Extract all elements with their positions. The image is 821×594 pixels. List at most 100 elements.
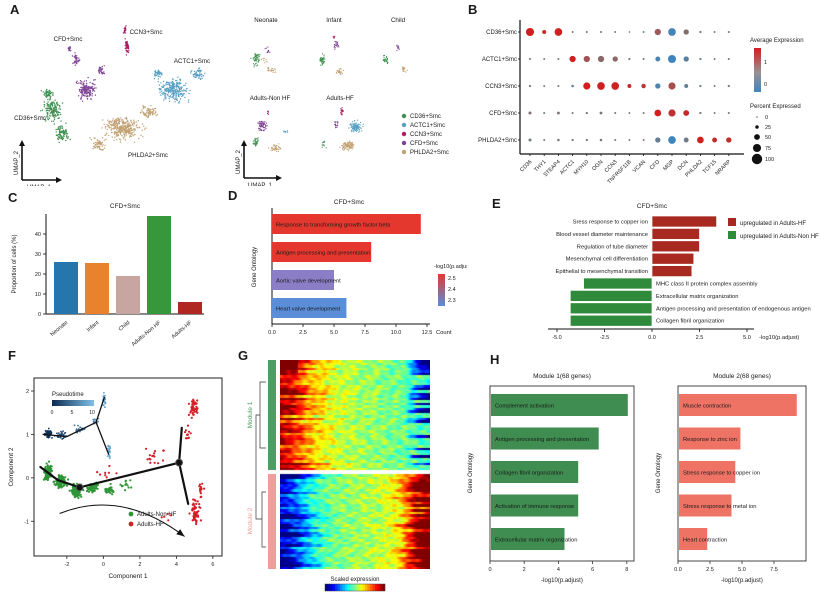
svg-text:Response to transforming growt: Response to transforming growth factor b… xyxy=(276,223,391,229)
svg-text:Regulation of tube diameter: Regulation of tube diameter xyxy=(577,244,648,250)
svg-text:Module 2(68 genes): Module 2(68 genes) xyxy=(713,373,771,380)
svg-text:Epithelial to mesenchymal tran: Epithelial to mesenchymal transition xyxy=(556,269,648,275)
svg-text:Adults-Non HF: Adults-Non HF xyxy=(250,95,291,102)
svg-text:Antigen processing and present: Antigen processing and presentation xyxy=(495,437,589,443)
svg-text:MGP: MGP xyxy=(662,159,675,172)
svg-text:40: 40 xyxy=(35,232,41,238)
svg-text:5: 5 xyxy=(71,410,74,416)
svg-text:8: 8 xyxy=(625,567,628,573)
svg-text:Muscle contraction: Muscle contraction xyxy=(683,404,731,410)
svg-text:Adults-HF: Adults-HF xyxy=(171,320,194,341)
svg-text:upregulated in Adults-HF: upregulated in Adults-HF xyxy=(740,221,806,227)
svg-text:PHLDA2+Smc: PHLDA2+Smc xyxy=(128,152,168,159)
svg-text:Aortic valve development: Aortic valve development xyxy=(276,279,341,285)
svg-text:Collagen fibril organization: Collagen fibril organization xyxy=(495,471,563,477)
svg-text:CFD+Smc: CFD+Smc xyxy=(489,111,517,117)
svg-text:Infant: Infant xyxy=(326,17,342,24)
svg-text:UMAP_2: UMAP_2 xyxy=(236,149,242,174)
svg-text:UMAP_1: UMAP_1 xyxy=(27,185,52,186)
proportion-bar-chart: CFD+Smc Proportion of cells (%) 0 10 20 30 40 N… xyxy=(12,203,204,348)
svg-text:2.5: 2.5 xyxy=(696,335,704,341)
heatmap-canvas xyxy=(280,360,430,569)
svg-text:Adults-Non HF: Adults-Non HF xyxy=(137,512,177,518)
svg-text:Scaled expression: Scaled expression xyxy=(330,577,379,583)
svg-text:ACTC1+Smc: ACTC1+Smc xyxy=(410,123,445,129)
svg-text:7.5: 7.5 xyxy=(361,330,369,336)
svg-text:12.5: 12.5 xyxy=(422,330,433,336)
svg-text:0: 0 xyxy=(26,476,29,482)
svg-text:Module 1: Module 1 xyxy=(247,401,254,428)
svg-text:6: 6 xyxy=(211,562,214,568)
svg-text:-log10(p.adjust): -log10(p.adjust) xyxy=(541,578,583,584)
svg-text:7.5: 7.5 xyxy=(770,567,778,573)
svg-text:2.5: 2.5 xyxy=(448,276,456,282)
svg-text:Heart contraction: Heart contraction xyxy=(683,538,727,544)
svg-text:25: 25 xyxy=(765,125,771,131)
svg-text:Stress response to metal ion: Stress response to metal ion xyxy=(683,504,756,510)
svg-text:Proportion of cells (%): Proportion of cells (%) xyxy=(12,234,18,293)
svg-text:Heart valve development: Heart valve development xyxy=(276,307,341,313)
panel-label-h: H xyxy=(490,352,500,367)
svg-text:Collagen fibril organization: Collagen fibril organization xyxy=(656,319,724,325)
svg-text:2: 2 xyxy=(26,389,29,395)
svg-text:0: 0 xyxy=(488,567,491,573)
go-barchart-cfd: CFD+Smc Gene Ontology 0.0 2.5 5.0 7.5 10.0 12.5… xyxy=(252,199,467,336)
svg-text:100: 100 xyxy=(765,157,774,163)
svg-text:1: 1 xyxy=(764,60,767,66)
svg-text:Mesenchymal cell differentiati: Mesenchymal cell differentiation xyxy=(566,257,648,263)
svg-text:6: 6 xyxy=(591,567,594,573)
svg-text:Percent Expressed: Percent Expressed xyxy=(750,104,801,110)
svg-text:Component 1: Component 1 xyxy=(108,573,147,580)
svg-text:ACTC1+Smc: ACTC1+Smc xyxy=(174,58,210,65)
panel-label-f: F xyxy=(8,348,16,363)
svg-text:UMAP_1: UMAP_1 xyxy=(248,183,273,186)
svg-text:Child: Child xyxy=(118,320,131,333)
svg-text:0: 0 xyxy=(38,312,41,318)
svg-text:Component 2: Component 2 xyxy=(8,447,15,486)
svg-text:0: 0 xyxy=(765,115,768,121)
svg-text:30: 30 xyxy=(35,252,41,258)
svg-text:0.0: 0.0 xyxy=(674,567,682,573)
svg-text:5.0: 5.0 xyxy=(743,335,751,341)
svg-text:NRARP: NRARP xyxy=(714,159,732,177)
svg-text:10: 10 xyxy=(89,410,95,416)
svg-text:Adults-HF: Adults-HF xyxy=(137,522,164,528)
svg-text:PHLDA2+Smc: PHLDA2+Smc xyxy=(478,138,517,144)
svg-text:OGN: OGN xyxy=(591,159,604,172)
svg-text:CFD: CFD xyxy=(649,159,661,171)
umap-small-multiples: Neonate Infant Child Adults-Non HF Adults-HF… xyxy=(236,17,449,186)
svg-text:CD36+Smc: CD36+Smc xyxy=(486,30,517,36)
svg-text:CD36: CD36 xyxy=(519,159,533,173)
svg-text:Module 2: Module 2 xyxy=(247,507,254,534)
svg-text:Gene Ontology: Gene Ontology xyxy=(468,453,474,493)
svg-text:Extracellular matrix organizat: Extracellular matrix organization xyxy=(656,294,738,300)
svg-text:2.4: 2.4 xyxy=(448,287,456,293)
svg-text:CCN3+Smc: CCN3+Smc xyxy=(410,132,442,138)
marker-dotplot: CD36+Smc ACTC1+Smc CCN3+Smc CFD+Smc PHLDA2+S… xyxy=(478,20,804,184)
svg-text:2.5: 2.5 xyxy=(706,567,714,573)
svg-text:PHLDA2+Smc: PHLDA2+Smc xyxy=(410,150,449,156)
svg-text:Extracellular matrix organizat: Extracellular matrix organization xyxy=(495,538,577,544)
panel-label-g: G xyxy=(238,348,249,363)
svg-text:Antigen processing and present: Antigen processing and presentation xyxy=(276,251,370,257)
svg-text:-log10(p.adjust): -log10(p.adjust) xyxy=(721,578,763,584)
svg-text:10: 10 xyxy=(35,292,41,298)
svg-text:CFD+Smc: CFD+Smc xyxy=(637,203,668,210)
svg-text:Pseudotime: Pseudotime xyxy=(52,392,84,398)
svg-text:CCN3+Smc: CCN3+Smc xyxy=(130,29,163,36)
svg-text:ACTC1+Smc: ACTC1+Smc xyxy=(482,57,517,63)
svg-text:0: 0 xyxy=(51,410,54,416)
svg-text:-2: -2 xyxy=(64,562,69,568)
svg-text:MHC class II protein complex a: MHC class II protein complex assembly xyxy=(656,282,758,288)
svg-text:Antigen processing and present: Antigen processing and presentation of e… xyxy=(656,306,811,312)
svg-text:10.0: 10.0 xyxy=(391,330,402,336)
svg-text:Neonate: Neonate xyxy=(254,17,278,24)
svg-text:-2.5: -2.5 xyxy=(600,335,609,341)
svg-text:0: 0 xyxy=(102,562,105,568)
svg-text:4: 4 xyxy=(557,567,560,573)
svg-text:Child: Child xyxy=(391,17,406,24)
svg-text:CD36+Smc: CD36+Smc xyxy=(410,114,441,120)
module-go-barcharts: Module 1(68 genes) Gene Ontology 0 2 4 6 8 -log… xyxy=(468,373,807,584)
